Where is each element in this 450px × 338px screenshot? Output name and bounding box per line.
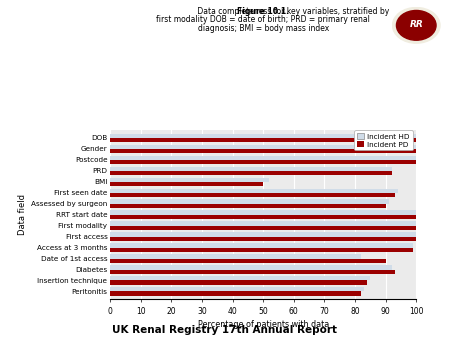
Bar <box>110 211 416 215</box>
Bar <box>110 269 395 274</box>
Bar <box>110 167 392 171</box>
Bar <box>110 160 416 164</box>
Bar <box>110 247 413 252</box>
Text: diagnosis; BMI = body mass index: diagnosis; BMI = body mass index <box>198 24 329 33</box>
Bar <box>110 171 392 175</box>
Bar <box>110 255 361 259</box>
Bar <box>110 145 416 149</box>
Legend: Incident HD, Incident PD: Incident HD, Incident PD <box>354 130 413 150</box>
Bar <box>110 177 270 182</box>
Bar <box>110 291 361 296</box>
Bar <box>110 276 370 281</box>
Text: first modality DOB = date of birth; PRD = primary renal: first modality DOB = date of birth; PRD … <box>156 15 370 24</box>
Bar <box>110 265 392 269</box>
Text: Figure 10.1.: Figure 10.1. <box>237 7 289 16</box>
Bar <box>110 199 389 204</box>
Bar <box>110 215 416 219</box>
Bar <box>110 155 416 160</box>
Bar <box>110 221 416 225</box>
Y-axis label: Data field: Data field <box>18 194 27 235</box>
Bar <box>110 243 413 247</box>
Bar <box>110 189 398 193</box>
Bar <box>110 281 367 285</box>
Circle shape <box>396 10 436 40</box>
Bar <box>110 134 416 138</box>
Bar <box>110 225 416 230</box>
Text: Data completeness for key variables, stratified by: Data completeness for key variables, str… <box>195 7 390 16</box>
Bar <box>110 149 416 153</box>
Bar <box>110 193 395 197</box>
Bar <box>110 237 416 241</box>
Bar <box>110 204 386 208</box>
Text: RR: RR <box>410 20 423 29</box>
Bar <box>110 233 416 237</box>
Bar <box>110 287 364 291</box>
Text: UK Renal Registry 17th Annual Report: UK Renal Registry 17th Annual Report <box>112 324 338 335</box>
Bar <box>110 138 416 142</box>
Bar <box>110 182 263 186</box>
Bar <box>110 259 386 263</box>
X-axis label: Percentage of patients with data: Percentage of patients with data <box>198 320 329 329</box>
Circle shape <box>392 7 440 43</box>
